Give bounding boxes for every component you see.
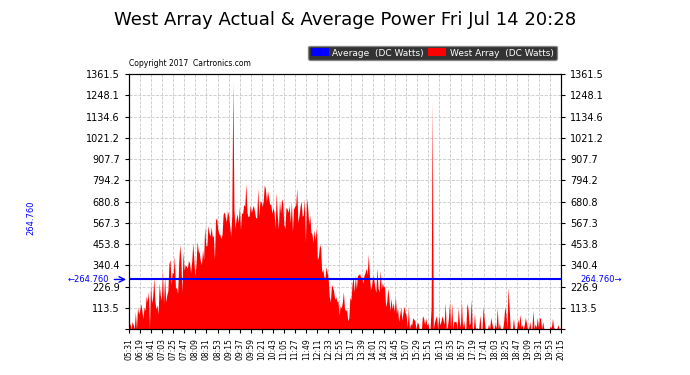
Text: ←264.760: ←264.760 (68, 275, 110, 284)
Text: West Array Actual & Average Power Fri Jul 14 20:28: West Array Actual & Average Power Fri Ju… (114, 11, 576, 29)
Text: Copyright 2017  Cartronics.com: Copyright 2017 Cartronics.com (129, 59, 251, 68)
Text: 264.760: 264.760 (26, 200, 36, 235)
Text: 264.760→: 264.760→ (580, 275, 622, 284)
Legend: Average  (DC Watts), West Array  (DC Watts): Average (DC Watts), West Array (DC Watts… (308, 46, 557, 60)
